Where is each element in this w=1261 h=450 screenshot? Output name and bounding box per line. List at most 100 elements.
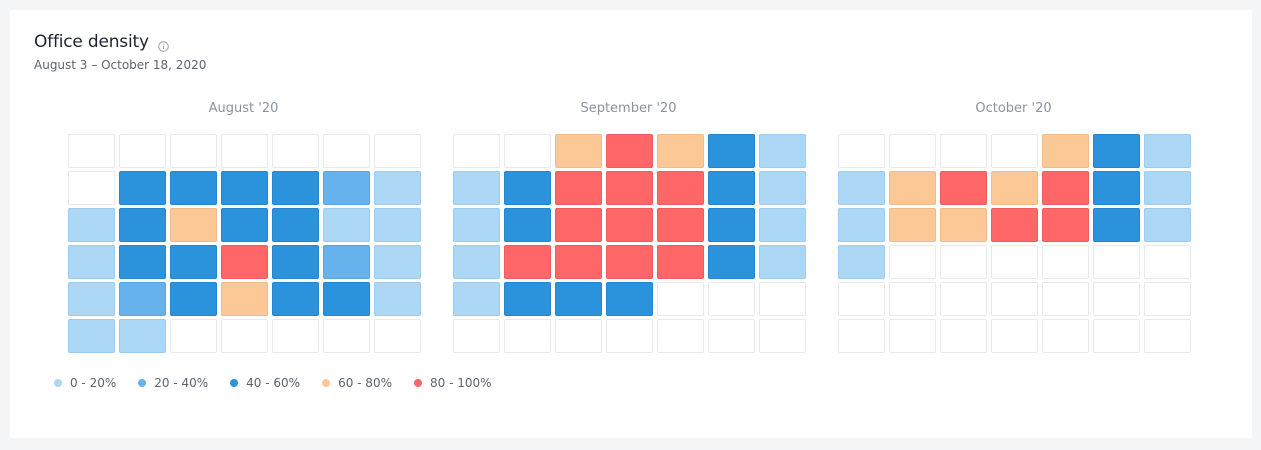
day-cell: [272, 319, 319, 353]
day-cell[interactable]: [323, 245, 370, 279]
day-cell[interactable]: [991, 171, 1038, 205]
day-cell[interactable]: [374, 208, 421, 242]
day-cell[interactable]: [1144, 171, 1191, 205]
day-cell[interactable]: [170, 208, 217, 242]
day-cell[interactable]: [606, 245, 653, 279]
legend-item: 0 - 20%: [54, 376, 116, 390]
month-title: September '20: [580, 101, 677, 116]
day-cell[interactable]: [606, 134, 653, 168]
day-cell[interactable]: [221, 171, 268, 205]
day-cell[interactable]: [889, 171, 936, 205]
day-cell: [504, 319, 551, 353]
day-cell: [889, 134, 936, 168]
day-cell[interactable]: [606, 282, 653, 316]
day-cell[interactable]: [657, 245, 704, 279]
day-cell: [1042, 282, 1089, 316]
day-cell[interactable]: [889, 208, 936, 242]
day-cell[interactable]: [708, 171, 755, 205]
day-cell[interactable]: [272, 208, 319, 242]
day-cell[interactable]: [1144, 208, 1191, 242]
day-cell[interactable]: [708, 208, 755, 242]
day-cell[interactable]: [119, 171, 166, 205]
day-cell[interactable]: [606, 171, 653, 205]
day-cell[interactable]: [991, 208, 1038, 242]
day-cell[interactable]: [453, 171, 500, 205]
day-cell[interactable]: [504, 245, 551, 279]
day-cell[interactable]: [1042, 171, 1089, 205]
day-cell[interactable]: [272, 282, 319, 316]
calendar-grid: [453, 134, 806, 353]
day-cell[interactable]: [838, 208, 885, 242]
day-cell[interactable]: [68, 282, 115, 316]
day-cell[interactable]: [170, 282, 217, 316]
day-cell[interactable]: [606, 208, 653, 242]
day-cell[interactable]: [759, 208, 806, 242]
day-cell[interactable]: [68, 208, 115, 242]
day-cell[interactable]: [119, 245, 166, 279]
day-cell: [221, 319, 268, 353]
day-cell[interactable]: [68, 319, 115, 353]
day-cell[interactable]: [1144, 134, 1191, 168]
day-cell[interactable]: [374, 171, 421, 205]
day-cell[interactable]: [940, 208, 987, 242]
info-icon[interactable]: [158, 37, 169, 52]
day-cell: [170, 319, 217, 353]
day-cell[interactable]: [1093, 171, 1140, 205]
day-cell[interactable]: [119, 208, 166, 242]
day-cell[interactable]: [374, 282, 421, 316]
day-cell[interactable]: [759, 245, 806, 279]
day-cell[interactable]: [323, 282, 370, 316]
day-cell[interactable]: [838, 245, 885, 279]
day-cell[interactable]: [555, 171, 602, 205]
day-cell[interactable]: [119, 319, 166, 353]
day-cell[interactable]: [555, 208, 602, 242]
day-cell[interactable]: [272, 245, 319, 279]
day-cell: [504, 134, 551, 168]
day-cell[interactable]: [1042, 208, 1089, 242]
day-cell: [940, 282, 987, 316]
day-cell[interactable]: [838, 171, 885, 205]
day-cell[interactable]: [504, 282, 551, 316]
day-cell[interactable]: [170, 245, 217, 279]
day-cell[interactable]: [657, 208, 704, 242]
day-cell[interactable]: [759, 134, 806, 168]
day-cell[interactable]: [68, 245, 115, 279]
calendar-grid: [68, 134, 421, 353]
day-cell[interactable]: [453, 282, 500, 316]
legend-item: 80 - 100%: [413, 376, 492, 390]
day-cell[interactable]: [657, 134, 704, 168]
day-cell[interactable]: [323, 171, 370, 205]
day-cell[interactable]: [170, 171, 217, 205]
day-cell[interactable]: [555, 134, 602, 168]
day-cell: [1144, 282, 1191, 316]
legend-dot: [54, 379, 62, 387]
day-cell[interactable]: [555, 282, 602, 316]
day-cell[interactable]: [221, 208, 268, 242]
card-title: Office density: [34, 32, 149, 52]
day-cell[interactable]: [657, 171, 704, 205]
day-cell[interactable]: [504, 171, 551, 205]
day-cell[interactable]: [272, 171, 319, 205]
day-cell[interactable]: [759, 171, 806, 205]
day-cell[interactable]: [1093, 134, 1140, 168]
day-cell[interactable]: [374, 245, 421, 279]
day-cell: [759, 319, 806, 353]
day-cell[interactable]: [119, 282, 166, 316]
day-cell[interactable]: [453, 208, 500, 242]
day-cell[interactable]: [708, 245, 755, 279]
day-cell[interactable]: [453, 245, 500, 279]
day-cell[interactable]: [504, 208, 551, 242]
day-cell[interactable]: [555, 245, 602, 279]
day-cell[interactable]: [221, 245, 268, 279]
date-range-subtitle: August 3 – October 18, 2020: [34, 58, 207, 72]
day-cell[interactable]: [221, 282, 268, 316]
legend-label: 40 - 60%: [246, 376, 301, 390]
day-cell[interactable]: [940, 171, 987, 205]
day-cell[interactable]: [1042, 134, 1089, 168]
day-cell: [1144, 245, 1191, 279]
day-cell: [991, 282, 1038, 316]
day-cell[interactable]: [708, 134, 755, 168]
day-cell: [272, 134, 319, 168]
day-cell[interactable]: [323, 208, 370, 242]
day-cell[interactable]: [1093, 208, 1140, 242]
